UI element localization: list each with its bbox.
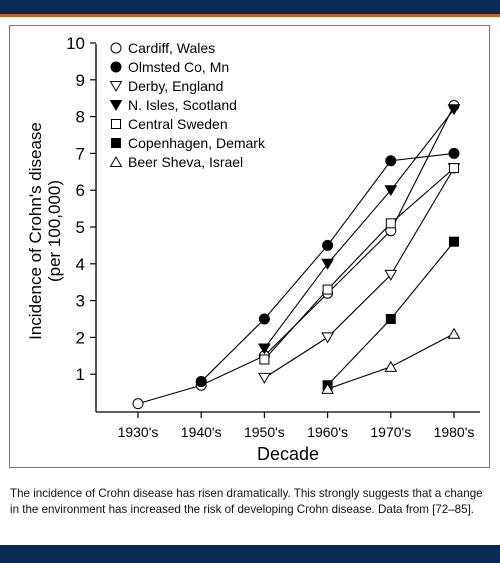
y-tick-label: 1	[76, 365, 85, 384]
legend-marker	[110, 42, 122, 54]
data-point	[385, 155, 397, 167]
data-point	[449, 236, 459, 247]
data-point	[447, 104, 461, 116]
data-point	[321, 332, 334, 344]
data-point	[384, 360, 398, 372]
crohns-incidence-chart: 1 2 3 4 5 6 7 8 9 10 1930's 1940's 1950's 1960's 1970'…	[26, 34, 480, 464]
y-tick-label: 2	[76, 328, 85, 347]
legend-marker	[109, 156, 123, 167]
data-point	[385, 218, 396, 229]
x-tick-label: 1930's	[118, 424, 159, 440]
data-point	[258, 343, 271, 355]
data-point	[447, 327, 461, 339]
data-point	[258, 313, 270, 325]
data-point	[321, 258, 334, 270]
data-point	[258, 372, 271, 384]
series-line	[264, 167, 455, 379]
figure-caption: The incidence of Crohn disease has risen…	[10, 487, 483, 516]
y-tick-label: 7	[76, 144, 85, 163]
legend-marker	[111, 119, 121, 129]
figure-panel: 1 2 3 4 5 6 7 8 9 10 1930's 1940's 1950's 1960's 1970'…	[9, 25, 490, 468]
top-accent-stripe	[0, 14, 500, 17]
legend-label: Derby, England	[128, 78, 223, 94]
legend-label: Central Sweden	[128, 116, 228, 132]
legend-label: Copenhagen, Demark	[128, 135, 266, 151]
y-tick-label: 10	[66, 34, 85, 53]
legend-marker	[109, 100, 123, 111]
x-tick-label: 1940's	[181, 424, 222, 440]
legend-marker	[111, 138, 121, 148]
y-tick-label: 4	[76, 255, 85, 274]
data-point	[259, 354, 270, 365]
x-tick-label: 1950's	[244, 424, 285, 440]
series-line	[263, 108, 455, 349]
data-point	[385, 314, 396, 324]
y-axis-label-line2: (per 100,000)	[45, 180, 64, 282]
data-point	[449, 163, 459, 174]
legend-label: Olmsted Co, Mn	[128, 59, 229, 75]
series-line	[263, 167, 455, 360]
legend-marker	[110, 61, 122, 73]
legend-label: Cardiff, Wales	[128, 40, 215, 56]
x-tick-label: 1970's	[370, 424, 411, 440]
y-tick-label: 3	[76, 292, 85, 311]
data-point	[195, 376, 207, 388]
x-tick-label: 1960's	[307, 424, 348, 440]
y-tick-label: 5	[76, 218, 85, 237]
y-tick-label: 6	[76, 181, 85, 200]
x-tick-label: 1980's	[434, 424, 475, 440]
data-point	[448, 147, 460, 159]
y-tick-label: 9	[76, 71, 85, 90]
legend-marker	[109, 81, 123, 92]
top-banner	[0, 0, 500, 14]
legend-label: N. Isles, Scotland	[128, 97, 237, 113]
data-point	[384, 185, 398, 197]
x-axis-label: Decade	[257, 444, 319, 464]
data-point	[322, 284, 333, 295]
legend-label: Beer Sheva, Israel	[128, 154, 243, 170]
data-point	[384, 269, 398, 281]
data-point	[322, 239, 334, 251]
y-axis-label-line1: Incidence of Crohn's disease	[26, 122, 45, 340]
data-point	[132, 398, 144, 410]
data-point	[321, 382, 334, 394]
y-tick-label: 8	[76, 108, 85, 127]
bottom-banner	[0, 545, 500, 563]
